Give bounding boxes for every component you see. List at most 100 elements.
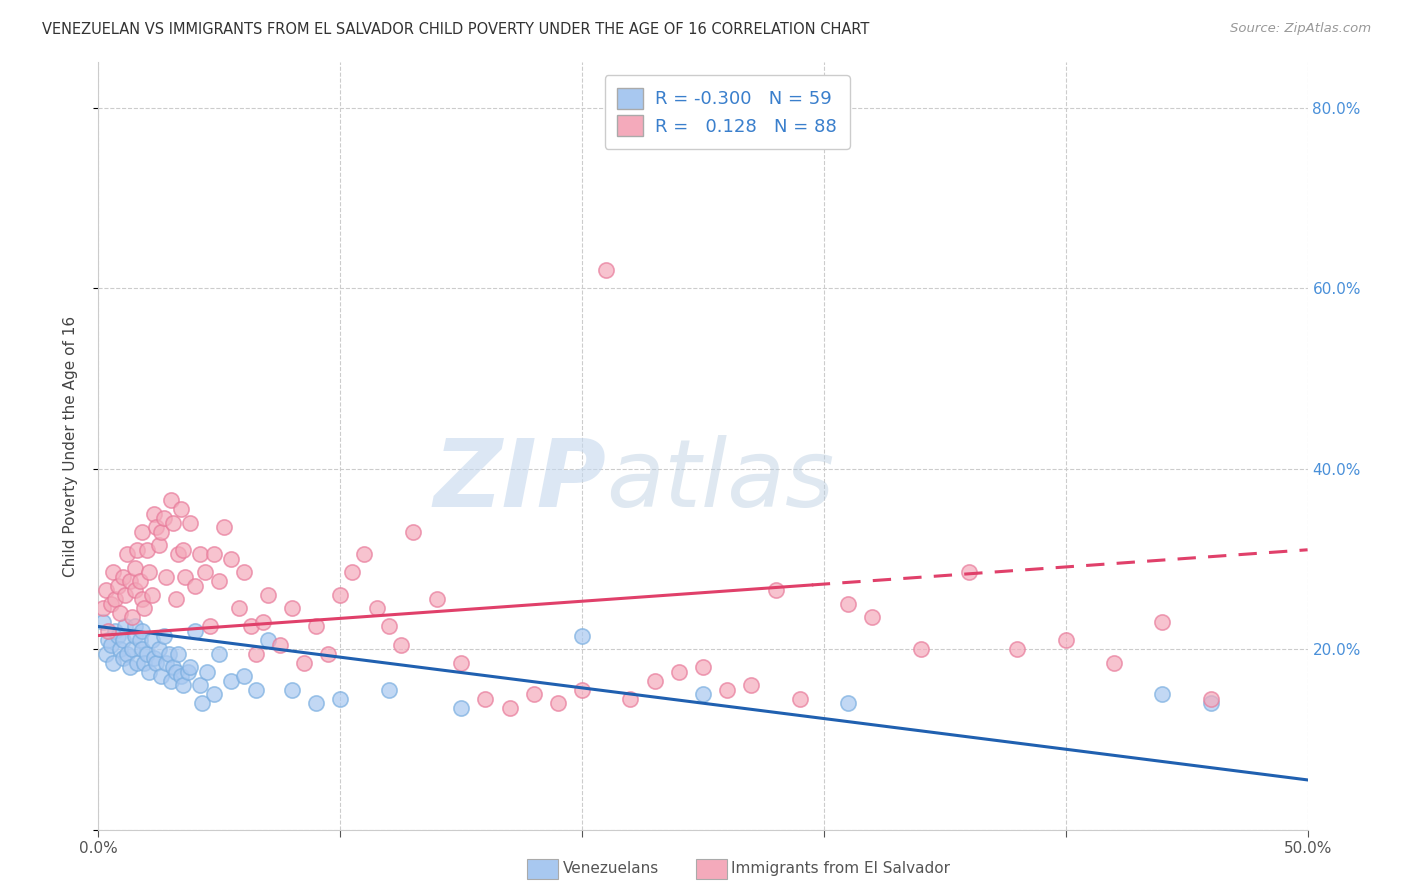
Point <box>498 700 520 714</box>
Point <box>547 696 569 710</box>
Point <box>474 691 496 706</box>
Point <box>174 570 197 584</box>
Point <box>377 682 399 697</box>
Point <box>1054 633 1077 648</box>
Point <box>107 628 129 642</box>
Point <box>169 669 191 683</box>
Point <box>117 647 139 661</box>
Point <box>221 673 243 688</box>
Point <box>101 566 124 580</box>
Point <box>245 647 267 661</box>
Point <box>160 493 183 508</box>
Point <box>128 574 150 589</box>
Point <box>619 691 641 706</box>
Point <box>232 566 254 580</box>
Point <box>111 570 134 584</box>
Point <box>131 624 153 638</box>
Point <box>450 656 472 670</box>
Point <box>316 647 339 661</box>
Point <box>245 682 267 697</box>
Point <box>366 601 388 615</box>
Point <box>1152 615 1174 629</box>
Point <box>523 687 546 701</box>
Point <box>162 660 184 674</box>
Y-axis label: Child Poverty Under the Age of 16: Child Poverty Under the Age of 16 <box>63 316 77 576</box>
Point <box>100 597 122 611</box>
Point <box>160 673 183 688</box>
Point <box>281 601 304 615</box>
Point <box>740 678 762 692</box>
Point <box>789 691 811 706</box>
Point <box>152 628 174 642</box>
Point <box>117 547 139 561</box>
Point <box>111 633 134 648</box>
Point <box>177 665 200 679</box>
Point <box>94 647 117 661</box>
Point <box>145 656 167 670</box>
Point <box>152 511 174 525</box>
Point <box>111 651 134 665</box>
Point <box>179 660 201 674</box>
Point <box>124 628 146 642</box>
Point <box>131 642 153 657</box>
Point <box>353 547 375 561</box>
Point <box>104 592 127 607</box>
Point <box>204 547 226 561</box>
Point <box>121 642 143 657</box>
Point <box>305 696 328 710</box>
Point <box>145 520 167 534</box>
Point <box>169 502 191 516</box>
Point <box>124 583 146 598</box>
Point <box>426 592 449 607</box>
Point <box>184 624 207 638</box>
Point <box>389 638 412 652</box>
Point <box>101 656 124 670</box>
Point <box>131 592 153 607</box>
Point <box>208 574 231 589</box>
Point <box>135 542 157 557</box>
Point <box>124 619 146 633</box>
Point <box>167 547 190 561</box>
Point <box>141 633 163 648</box>
Point <box>155 570 177 584</box>
Point <box>97 633 120 648</box>
Point <box>108 642 131 657</box>
Point <box>172 678 194 692</box>
Point <box>127 542 149 557</box>
Point <box>692 687 714 701</box>
Point <box>1102 656 1125 670</box>
Point <box>329 588 352 602</box>
Point <box>141 588 163 602</box>
Point <box>107 579 129 593</box>
Point <box>208 647 231 661</box>
Point <box>127 656 149 670</box>
Point <box>172 542 194 557</box>
Point <box>135 647 157 661</box>
Point <box>134 601 156 615</box>
Point <box>179 516 201 530</box>
Point <box>157 647 180 661</box>
Point <box>97 624 120 638</box>
Point <box>100 638 122 652</box>
Point <box>329 691 352 706</box>
Point <box>402 524 425 539</box>
Point <box>716 682 738 697</box>
Point <box>212 520 235 534</box>
Point <box>1152 687 1174 701</box>
Point <box>198 619 221 633</box>
Point <box>910 642 932 657</box>
Point <box>114 619 136 633</box>
Point <box>228 601 250 615</box>
Text: atlas: atlas <box>606 435 835 526</box>
Point <box>143 507 166 521</box>
Point <box>269 638 291 652</box>
Text: Venezuelans: Venezuelans <box>562 862 658 876</box>
Point <box>342 566 364 580</box>
Point <box>162 516 184 530</box>
Point <box>571 628 593 642</box>
Point <box>150 669 173 683</box>
Point <box>91 615 114 629</box>
Text: VENEZUELAN VS IMMIGRANTS FROM EL SALVADOR CHILD POVERTY UNDER THE AGE OF 16 CORR: VENEZUELAN VS IMMIGRANTS FROM EL SALVADO… <box>42 22 869 37</box>
Point <box>138 566 160 580</box>
Point <box>118 660 141 674</box>
